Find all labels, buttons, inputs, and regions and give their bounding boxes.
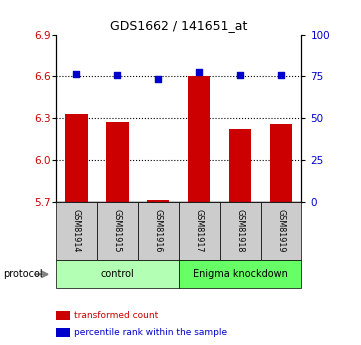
Text: transformed count: transformed count — [74, 311, 158, 320]
Text: control: control — [100, 269, 134, 279]
Text: GSM81918: GSM81918 — [236, 209, 244, 253]
Point — [155, 76, 161, 82]
Text: Enigma knockdown: Enigma knockdown — [193, 269, 287, 279]
Text: GSM81914: GSM81914 — [72, 209, 81, 253]
Bar — [229, 129, 251, 202]
Point — [196, 69, 202, 75]
Title: GDS1662 / 141651_at: GDS1662 / 141651_at — [110, 19, 247, 32]
Text: GSM81916: GSM81916 — [154, 209, 163, 253]
Bar — [188, 76, 210, 202]
Bar — [65, 114, 88, 202]
Point — [74, 71, 79, 76]
Bar — [106, 122, 129, 202]
Point — [237, 72, 243, 78]
Bar — [147, 200, 170, 202]
Text: GSM81919: GSM81919 — [277, 209, 286, 253]
Bar — [270, 125, 292, 202]
Text: GSM81915: GSM81915 — [113, 209, 122, 253]
Text: percentile rank within the sample: percentile rank within the sample — [74, 328, 227, 337]
Text: protocol: protocol — [4, 269, 43, 279]
Point — [114, 72, 120, 78]
Text: GSM81917: GSM81917 — [195, 209, 204, 253]
Point — [278, 72, 284, 78]
